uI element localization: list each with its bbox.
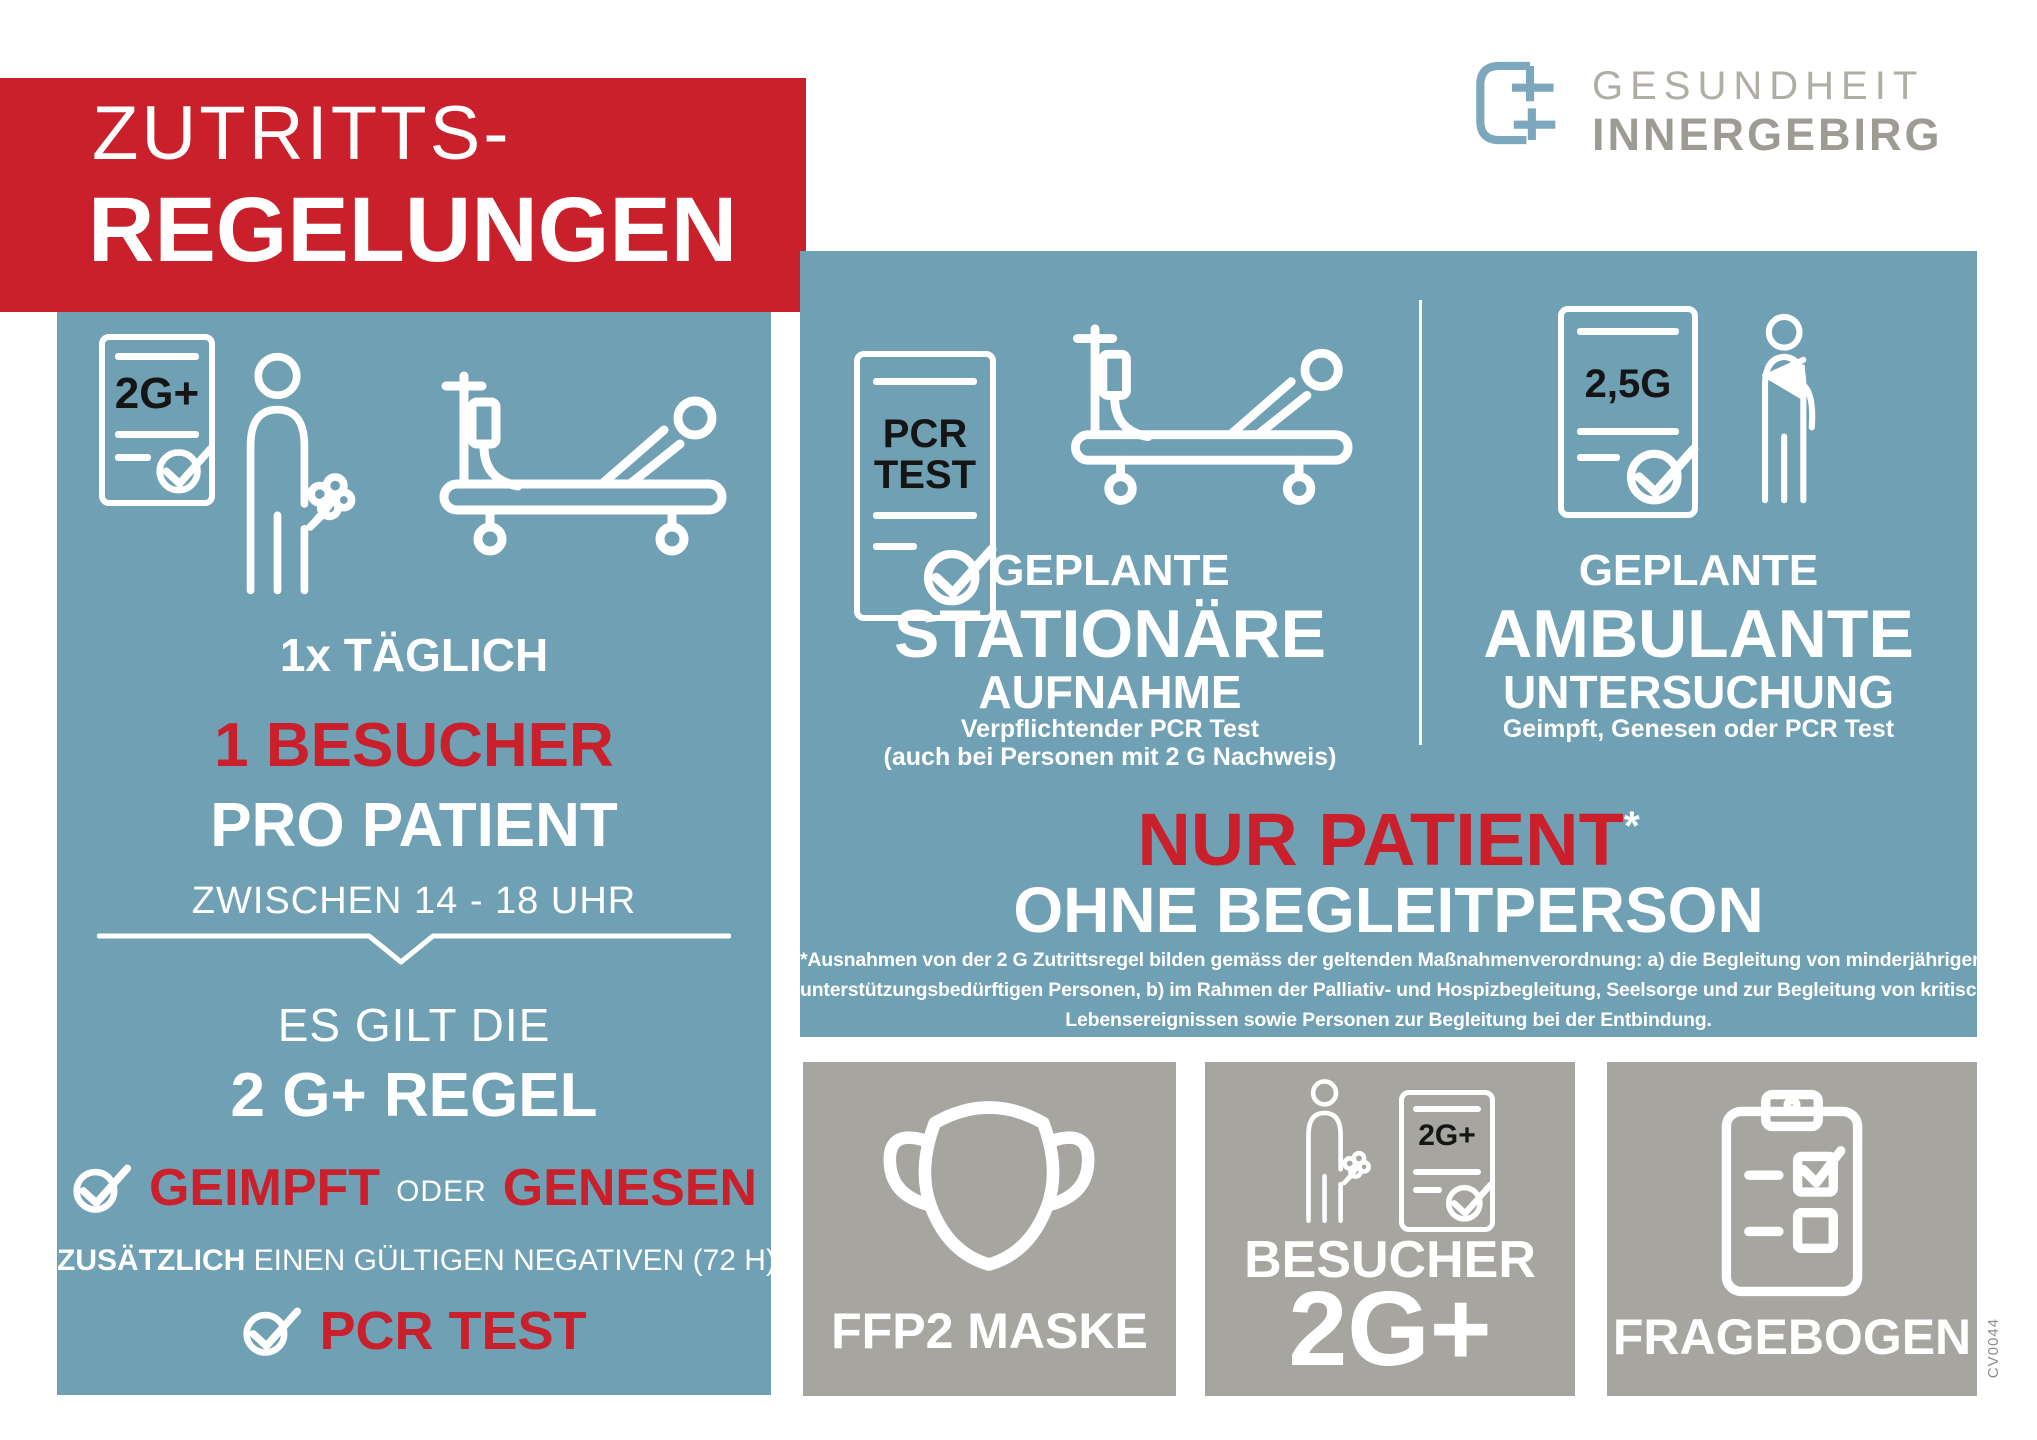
patient-only-line1: NUR PATIENT* (800, 797, 1977, 882)
additional-requirement: ZUSÄTZLICH EINEN GÜLTIGEN NEGATIVEN (72 … (57, 1244, 776, 1278)
visitor-label: BESUCHER (1244, 1231, 1536, 1289)
additional-rest: EINEN GÜLTIGEN NEGATIVEN (72 H) (245, 1244, 776, 1277)
vaccinated-label: GEIMPFT (148, 1159, 381, 1217)
doc-line (873, 377, 977, 385)
rule-name: 2 G+ REGEL (230, 1061, 598, 1130)
ambulant-section: 2,5G GEPLANTE AMBULANTE UNTERSUCHUNG Gei… (1420, 251, 1977, 1037)
ambulant-title2: AMBULANTE (1483, 596, 1914, 672)
visitor-count: 1 BESUCHER (214, 711, 614, 780)
hospital-bed-icon (1035, 315, 1365, 521)
pcr-test-row: PCR TEST (57, 1300, 771, 1362)
patient-rules-panel: PCR TEST GEPLANTE STATIONÄRE AUFNAHME Ve… (800, 251, 2031, 1037)
pcr-doc-label-line2: TEST (873, 452, 977, 497)
doc-line (1412, 1105, 1482, 1112)
doc-line (115, 453, 151, 461)
logo-text-line1: GESUNDHEIT (1592, 64, 1925, 108)
check-icon (154, 442, 216, 495)
doc-line (1576, 428, 1680, 435)
additional-bold: ZUSÄTZLICH (57, 1244, 246, 1277)
doc-line (1412, 1187, 1442, 1194)
visitor-rules-panel: 2G+ 1x TÄGLICH 1 BESUCHER PRO PATIENT ZW… (57, 312, 776, 1395)
ffp2-mask-icon (863, 1090, 1115, 1284)
stationary-title2: STATIONÄRE (894, 596, 1326, 672)
hospital-bed-icon (403, 362, 739, 572)
doc-line (873, 542, 918, 550)
check-icon (1624, 441, 1701, 506)
check-icon (71, 1161, 133, 1215)
visitor-rule-label: 2G+ (1288, 1270, 1492, 1388)
doc-line (1412, 1168, 1482, 1175)
certificate-25g-icon: 2,5G (1558, 306, 1698, 518)
ambulant-note: Geimpft, Genesen oder PCR Test (1502, 715, 1895, 743)
vertical-divider (1419, 300, 1422, 745)
doc-line (1576, 328, 1680, 335)
pcr-doc-label: PCR TEST (860, 411, 990, 497)
visitor-2gplus-box: 2G+ BESUCHER 2G+ (1205, 1062, 1575, 1396)
ambulant-title3: UNTERSUCHUNG (1503, 666, 1894, 718)
visitor-with-flowers-icon (1289, 1076, 1375, 1228)
questionnaire-clipboard-icon (1717, 1084, 1867, 1302)
pcr-test-label: PCR TEST (319, 1301, 587, 1361)
visitor-per-patient: PRO PATIENT (210, 791, 618, 860)
pcr-test-certificate-icon: PCR TEST (854, 351, 996, 621)
footnote-asterisk: * (1623, 802, 1640, 849)
logo-text-line2: INNERGEBIRG (1592, 109, 1943, 160)
ffp2-mask-box: FFP2 MASKE (803, 1062, 1176, 1396)
ambulant-title1: GEPLANTE (1578, 546, 1819, 595)
pcr-doc-label-line1: PCR (882, 411, 968, 456)
or-label: ODER (396, 1175, 487, 1208)
doc-line (1576, 454, 1621, 461)
visit-frequency: 1x TÄGLICH (279, 629, 549, 681)
check-icon (1444, 1179, 1496, 1223)
stationary-note2: (auch bei Personen mit 2 G Nachweis) (883, 743, 1337, 771)
check-icon (241, 1304, 303, 1358)
certificate-2gplus-icon: 2G+ (99, 334, 215, 506)
footnote-line1: *Ausnahmen von der 2 G Zutrittsregel bil… (800, 949, 2031, 971)
stationary-note1: Verpflichtender PCR Test (960, 715, 1260, 743)
certificate-2gplus-icon: 2G+ (1399, 1090, 1495, 1232)
chevron-divider (97, 932, 731, 968)
recovered-label: GENESEN (502, 1159, 758, 1217)
poster-title-line1: ZUTRITTS- (92, 91, 512, 176)
vaccinated-recovered-row: GEIMPFT ODER GENESEN (57, 1158, 771, 1218)
stationary-title1: GEPLANTE (990, 546, 1230, 595)
doc-line (873, 511, 977, 519)
doc-line (115, 352, 199, 360)
questionnaire-box: FRAGEBOGEN (1607, 1062, 1977, 1396)
footnote-line2: unterstützungsbedürftigen Personen, b) i… (800, 979, 2011, 1001)
footnote-line3: Lebensereignissen sowie Personen zur Beg… (1065, 1009, 1712, 1031)
title-banner: ZUTRITTS- REGELUNGEN (0, 78, 806, 312)
patient-only-line2: OHNE BEGLEITPERSON (1013, 874, 1764, 946)
visitor-with-flowers-icon (215, 350, 365, 600)
patient-only-text: NUR PATIENT (1137, 798, 1624, 881)
stationary-section: PCR TEST GEPLANTE STATIONÄRE AUFNAHME Ve… (800, 251, 1420, 1037)
stationary-title3: AUFNAHME (978, 666, 1242, 718)
logo-mark-icon (1474, 58, 1568, 148)
mask-label: FFP2 MASKE (831, 1303, 1148, 1359)
questionnaire-label: FRAGEBOGEN (1612, 1309, 1972, 1365)
document-code: CV0044 (1985, 1318, 2002, 1379)
doc-25g-label: 2,5G (1584, 362, 1672, 406)
poster-title-line2: REGELUNGEN (88, 179, 738, 281)
rule-intro: ES GILT DIE (277, 999, 551, 1051)
patient-arm-sling-icon (1742, 296, 1834, 528)
visiting-hours: ZWISCHEN 14 - 18 UHR (191, 880, 637, 922)
doc-line (115, 431, 199, 439)
certificate-label: 2G+ (114, 369, 200, 418)
certificate-label: 2G+ (1418, 1119, 1476, 1153)
